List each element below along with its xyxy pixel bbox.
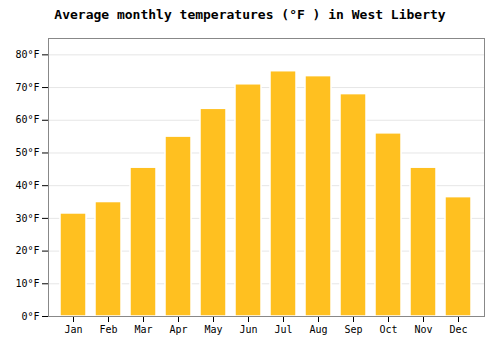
svg-text:Jan: Jan <box>64 324 82 335</box>
svg-text:Jun: Jun <box>239 324 257 335</box>
svg-text:50°F: 50°F <box>15 147 39 158</box>
svg-text:Apr: Apr <box>169 324 187 335</box>
svg-text:20°F: 20°F <box>15 245 39 256</box>
svg-text:May: May <box>204 324 222 335</box>
svg-text:60°F: 60°F <box>15 114 39 125</box>
svg-text:Jul: Jul <box>274 324 292 335</box>
svg-text:Mar: Mar <box>134 324 152 335</box>
html-text:Average monthly temperatures (: Average monthly temperatures (°F ) in We… <box>54 7 446 22</box>
svg-text:Aug: Aug <box>309 324 327 335</box>
svg-text:Nov: Nov <box>414 324 432 335</box>
svg-text:10°F: 10°F <box>15 278 39 289</box>
svg-text:Oct: Oct <box>379 324 397 335</box>
svg-text:Sep: Sep <box>344 324 362 335</box>
svg-text:40°F: 40°F <box>15 180 39 191</box>
svg-text:Dec: Dec <box>449 324 467 335</box>
svg-text:30°F: 30°F <box>15 213 39 224</box>
svg-text:Feb: Feb <box>99 324 117 335</box>
svg-text:80°F: 80°F <box>15 49 39 60</box>
svg-text:0°F: 0°F <box>21 311 39 322</box>
svg-text:70°F: 70°F <box>15 82 39 93</box>
